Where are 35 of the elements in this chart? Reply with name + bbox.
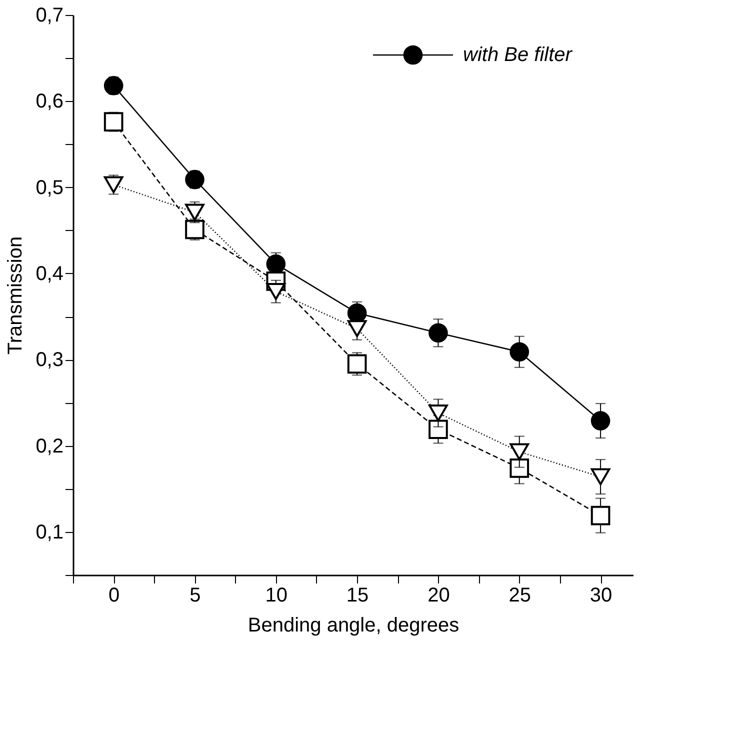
y-tick-label: 0,5: [36, 176, 64, 199]
point: [590, 411, 610, 430]
x-tick-label: 30: [590, 584, 612, 606]
x-tick-label: 5: [190, 584, 201, 606]
y-tick-label: 0,6: [36, 90, 64, 113]
point: [104, 76, 124, 96]
point: [510, 443, 530, 460]
x-tick-label: 15: [346, 584, 369, 606]
x-tick-label: 10: [265, 584, 288, 606]
point: [428, 420, 448, 440]
x-axis-title: Bending angle, degrees: [248, 614, 460, 636]
point: [185, 204, 204, 221]
point: [428, 323, 448, 343]
y-tick-label: 0,7: [36, 4, 64, 26]
legend-label: with Be filter: [463, 44, 574, 66]
y-tick-label: 0,1: [36, 521, 64, 544]
x-tick-label: 20: [428, 584, 450, 606]
point: [185, 220, 204, 240]
point: [347, 320, 367, 338]
y-tick-label: 0,2: [36, 435, 64, 458]
point: [510, 342, 530, 362]
point: [590, 468, 610, 486]
point: [590, 506, 610, 526]
point: [104, 112, 124, 132]
y-axis-title: Transmission: [4, 236, 27, 355]
y-tick-label: 0,3: [36, 349, 64, 372]
point: [185, 170, 204, 190]
y-tick-label: 0,4: [36, 262, 64, 285]
point: [347, 354, 367, 374]
point: [510, 458, 530, 478]
point: [104, 176, 124, 194]
x-tick-label: 0: [108, 584, 120, 606]
point: [428, 404, 448, 422]
x-tick-label: 25: [508, 584, 531, 606]
point: [266, 283, 286, 300]
